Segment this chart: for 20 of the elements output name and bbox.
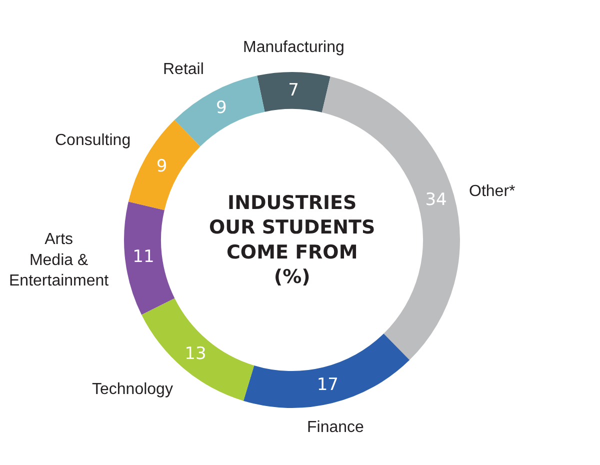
slice-label: Finance bbox=[307, 419, 364, 436]
slice-label: Technology bbox=[92, 381, 173, 398]
slice-label: Other* bbox=[469, 183, 516, 200]
donut-slice bbox=[124, 202, 175, 315]
donut-slice bbox=[128, 120, 200, 210]
slice-label: Retail bbox=[163, 61, 204, 78]
data-label: 7 bbox=[288, 80, 299, 100]
donut-slice bbox=[174, 76, 265, 146]
donut-slice bbox=[257, 72, 330, 112]
slice-label: Arts Media & Entertainment bbox=[9, 231, 110, 290]
data-label: 9 bbox=[156, 156, 168, 177]
text: INDUSTRIES OUR STUDENTS COME FROM (%) bbox=[209, 192, 376, 288]
slice-label: Manufacturing bbox=[243, 39, 344, 56]
data-label: 17 bbox=[316, 375, 338, 396]
data-label: 9 bbox=[216, 98, 227, 118]
slice-label: Consulting bbox=[55, 132, 131, 149]
data-label: 34 bbox=[425, 190, 447, 210]
data-label: 11 bbox=[132, 247, 154, 268]
donut-slice bbox=[243, 334, 410, 408]
data-label: 13 bbox=[184, 344, 206, 364]
